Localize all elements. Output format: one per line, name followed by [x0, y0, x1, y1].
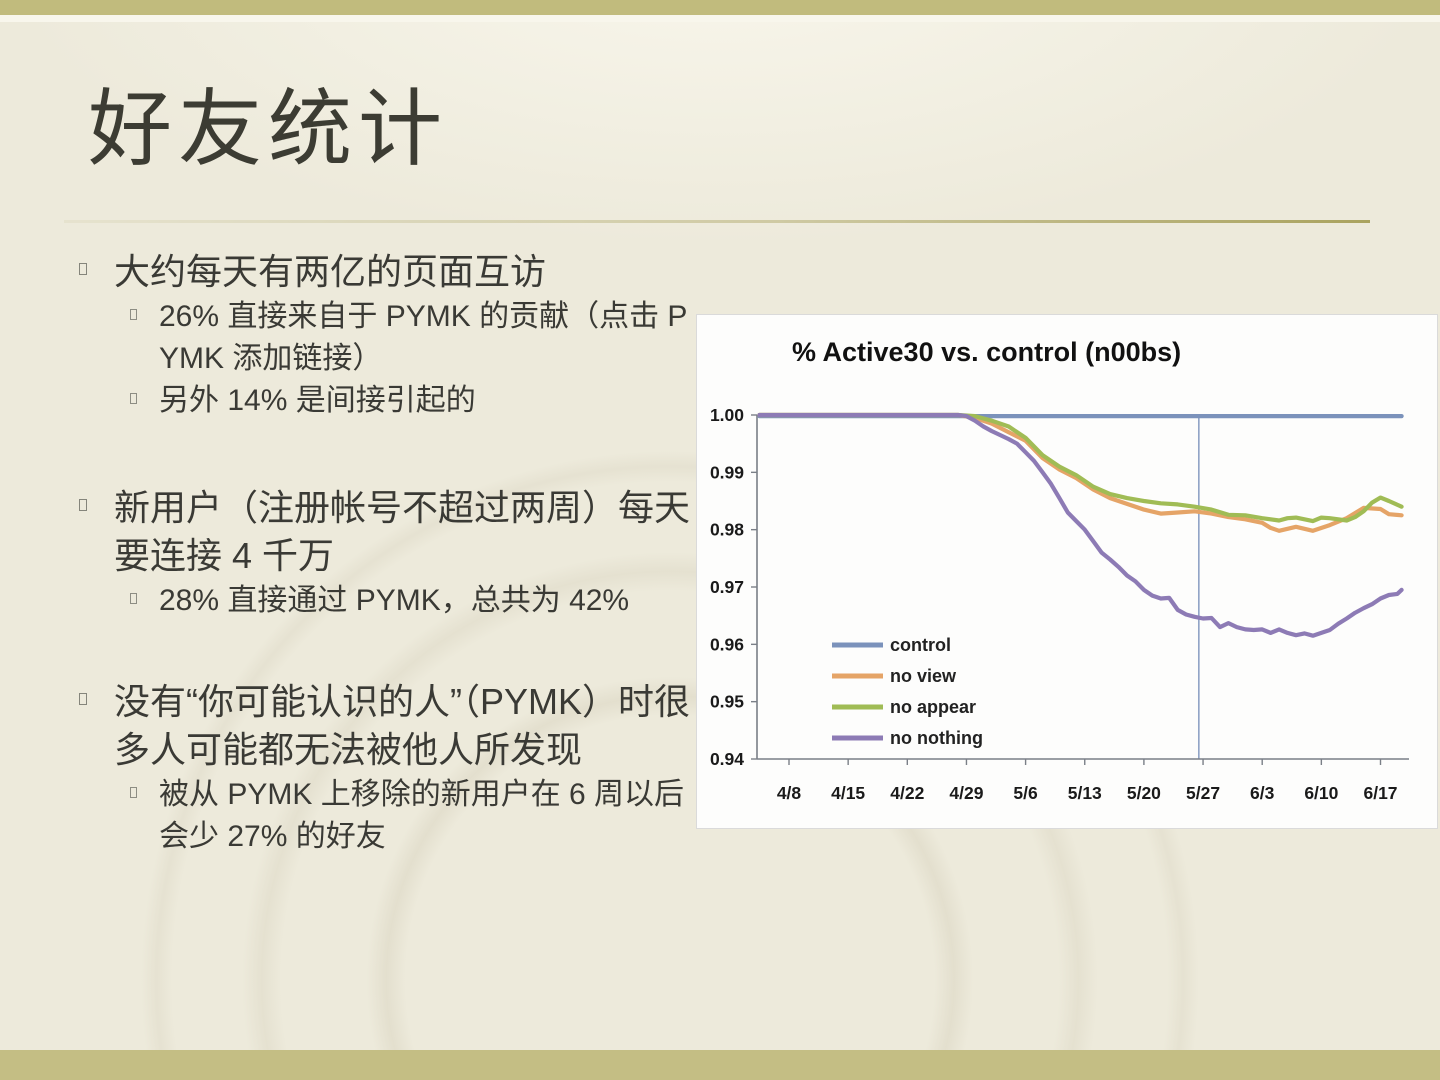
legend-label: no appear: [890, 697, 976, 717]
sub-bullet-text: 另外 14% 是间接引起的: [159, 384, 476, 417]
legend-label: control: [890, 635, 951, 655]
x-tick-label: 5/27: [1186, 783, 1220, 803]
y-tick-label: 0.99: [710, 462, 744, 482]
sub-bullet-item: 28% 直接通过 PYMK，总共为 42%: [130, 580, 696, 622]
x-tick-label: 4/15: [831, 783, 865, 803]
bullet-item: 没有“你可能认识的人”（PYMK）时很多人可能都无法被他人所发现: [78, 678, 696, 774]
bullet-square-icon: [130, 787, 137, 798]
sub-bullet-item: 被从 PYMK 上移除的新用户在 6 周以后会少 27% 的好友: [130, 774, 696, 858]
series-no-nothing: [757, 412, 1404, 638]
bullet-item: 新用户（注册帐号不超过两周）每天要连接 4 千万: [78, 484, 696, 580]
x-tick-label: 5/20: [1127, 783, 1161, 803]
y-tick-label: 1.00: [710, 405, 744, 425]
bullet-item: 大约每天有两亿的页面互访: [78, 248, 696, 296]
y-tick-label: 0.94: [710, 749, 744, 769]
bullet-block: 没有“你可能认识的人”（PYMK）时很多人可能都无法被他人所发现 被从 PYMK…: [78, 678, 696, 858]
legend-label: no nothing: [890, 728, 983, 748]
top-accent-strip: [0, 15, 1440, 22]
x-tick-label: 4/29: [949, 783, 983, 803]
bullet-square-icon: [79, 499, 87, 511]
chart-panel: % Active30 vs. control (n00bs) 0.94 0.95 0.…: [696, 314, 1438, 829]
line-chart: % Active30 vs. control (n00bs) 0.94 0.95 0.…: [710, 337, 1409, 803]
slide-title: 好友统计: [88, 84, 449, 177]
x-tick-label: 6/10: [1304, 783, 1338, 803]
x-tick-label: 6/17: [1363, 783, 1397, 803]
sub-bullet-text: 26% 直接来自于 PYMK 的贡献（点击 PYMK 添加链接）: [159, 300, 688, 375]
bottom-accent-bar: [0, 1050, 1440, 1080]
sub-bullet-item: 26% 直接来自于 PYMK 的贡献（点击 PYMK 添加链接）: [130, 296, 696, 380]
bullet-text: 新用户（注册帐号不超过两周）每天要连接 4 千万: [114, 487, 691, 576]
sub-bullet-text: 被从 PYMK 上移除的新用户在 6 周以后会少 27% 的好友: [159, 778, 685, 853]
chart-title: % Active30 vs. control (n00bs): [792, 337, 1181, 367]
series-no-view: [757, 412, 1404, 533]
sub-bullet-item: 另外 14% 是间接引起的: [130, 380, 696, 422]
bullet-square-icon: [130, 309, 137, 320]
bullet-list: 大约每天有两亿的页面互访 26% 直接来自于 PYMK 的贡献（点击 PYMK …: [78, 248, 696, 858]
y-tick-label: 0.95: [710, 692, 744, 712]
bullet-text: 没有“你可能认识的人”（PYMK）时很多人可能都无法被他人所发现: [114, 681, 691, 770]
bullet-square-icon: [79, 693, 87, 705]
x-tick-label: 5/6: [1013, 783, 1038, 803]
x-tick-label: 6/3: [1250, 783, 1275, 803]
series-no-appear: [757, 412, 1404, 524]
title-divider: [64, 220, 1370, 223]
legend-label: no view: [890, 666, 957, 686]
bullet-square-icon: [79, 263, 87, 275]
bullet-block: 大约每天有两亿的页面互访 26% 直接来自于 PYMK 的贡献（点击 PYMK …: [78, 248, 696, 422]
y-tick-label: 0.97: [710, 577, 744, 597]
y-tick-label: 0.96: [710, 634, 744, 654]
bullet-block: 新用户（注册帐号不超过两周）每天要连接 4 千万 28% 直接通过 PYMK，总…: [78, 484, 696, 622]
bullet-square-icon: [130, 393, 137, 404]
x-tick-label: 5/13: [1068, 783, 1102, 803]
sub-bullet-text: 28% 直接通过 PYMK，总共为 42%: [159, 584, 630, 617]
y-tick-label: 0.98: [710, 520, 744, 540]
x-tick-label: 4/22: [890, 783, 924, 803]
bullet-text: 大约每天有两亿的页面互访: [114, 251, 547, 292]
top-accent-bar: [0, 0, 1440, 15]
bullet-square-icon: [130, 593, 137, 604]
x-tick-label: 4/8: [777, 783, 802, 803]
